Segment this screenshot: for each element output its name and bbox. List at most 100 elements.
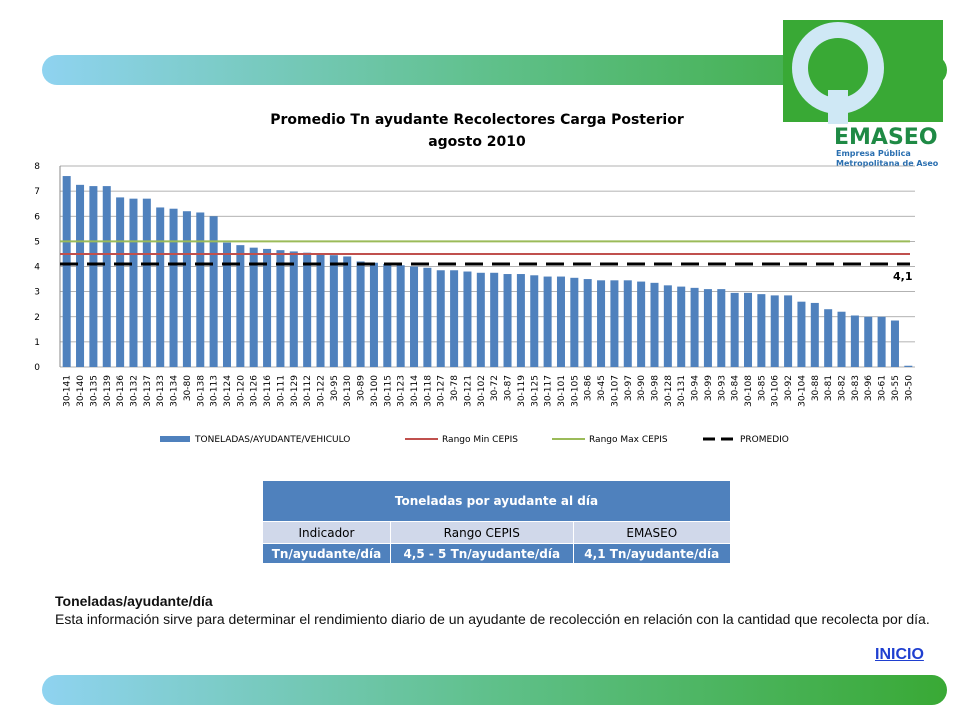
x-tick-label: 30-114 [410, 375, 420, 407]
bar [303, 252, 312, 367]
bar [383, 263, 392, 367]
bar [784, 295, 793, 367]
bar [410, 266, 419, 367]
bar [597, 280, 606, 367]
x-tick-label: 30-112 [303, 375, 313, 407]
bar [770, 295, 779, 367]
bar [703, 289, 712, 367]
x-tick-label: 30-101 [557, 375, 567, 407]
bar [196, 212, 205, 367]
table-cell: Tn/ayudante/día [262, 543, 391, 564]
bar [343, 256, 352, 367]
x-tick-label: 30-81 [824, 375, 834, 401]
table-cell: 4,1 Tn/ayudante/día [572, 543, 732, 564]
x-tick-label: 30-108 [744, 375, 754, 407]
bar [142, 198, 151, 367]
x-tick-label: 30-99 [704, 375, 714, 401]
x-tick-label: 30-102 [477, 375, 487, 407]
bar [730, 292, 739, 367]
bar [677, 286, 686, 367]
y-tick-label: 6 [34, 212, 40, 222]
bar [530, 275, 539, 367]
bar [543, 276, 552, 367]
x-tick-label: 30-72 [490, 375, 500, 401]
x-tick-label: 30-84 [731, 375, 741, 401]
bar [169, 208, 178, 367]
y-tick-label: 1 [34, 338, 40, 348]
x-tick-label: 30-127 [437, 375, 447, 407]
legend-label: TONELADAS/AYUDANTE/VEHICULO [194, 435, 350, 445]
x-tick-label: 30-87 [504, 375, 514, 401]
bar [450, 270, 459, 367]
bar [744, 292, 753, 367]
bar [850, 315, 859, 367]
x-tick-label: 30-120 [236, 375, 246, 407]
x-tick-label: 30-118 [423, 375, 433, 407]
x-tick-label: 30-98 [650, 375, 660, 401]
bar [62, 176, 71, 367]
table-header: Rango CEPIS [389, 521, 574, 544]
y-tick-label: 4 [34, 263, 40, 273]
x-tick-label: 30-113 [210, 375, 220, 407]
x-tick-label: 30-85 [757, 375, 767, 401]
bar [904, 365, 913, 367]
x-tick-label: 30-122 [317, 375, 327, 407]
table-cell: 4,5 - 5 Tn/ayudante/día [389, 543, 574, 564]
bar [757, 294, 766, 367]
bar [182, 211, 191, 367]
chart-subtitle: agosto 2010 [428, 134, 526, 150]
y-tick-label: 7 [34, 187, 40, 197]
bar [209, 216, 218, 367]
bar [717, 289, 726, 367]
table-header: Indicador [262, 521, 391, 544]
bar [249, 247, 258, 367]
bar [316, 253, 325, 367]
x-tick-label: 30-50 [904, 375, 914, 401]
x-tick-label: 30-95 [330, 375, 340, 401]
bar [583, 279, 592, 367]
y-tick-label: 5 [34, 237, 40, 247]
x-tick-label: 30-126 [250, 375, 260, 407]
bar [824, 309, 833, 367]
bar [623, 280, 632, 367]
x-tick-label: 30-119 [517, 375, 527, 407]
inicio-link[interactable]: INICIO [875, 646, 924, 663]
x-tick-label: 30-131 [677, 375, 687, 407]
x-tick-label: 30-78 [450, 375, 460, 401]
bar [222, 242, 231, 367]
bar [610, 280, 619, 367]
bar [329, 255, 338, 367]
summary-table: Toneladas por ayudante al día Indicador … [262, 480, 732, 564]
x-tick-label: 30-97 [624, 375, 634, 401]
bar [463, 271, 472, 367]
y-tick-label: 2 [34, 313, 40, 323]
x-tick-label: 30-45 [597, 375, 607, 401]
x-tick-label: 30-80 [183, 375, 193, 401]
bar [837, 311, 846, 367]
bar [556, 276, 565, 367]
bar [690, 287, 699, 367]
bar [890, 320, 899, 367]
x-tick-label: 30-96 [864, 375, 874, 401]
x-tick-label: 30-104 [797, 375, 807, 407]
x-tick-label: 30-135 [89, 375, 99, 407]
x-tick-label: 30-125 [530, 375, 540, 407]
x-tick-label: 30-55 [891, 375, 901, 401]
x-tick-label: 30-82 [838, 375, 848, 401]
x-tick-label: 30-116 [263, 375, 273, 407]
logo-line2: Metropolitana de Aseo [836, 159, 939, 168]
legend-label: PROMEDIO [740, 435, 789, 445]
x-tick-label: 30-92 [784, 375, 794, 401]
bar [289, 251, 298, 367]
bar [490, 272, 499, 367]
bar [236, 245, 245, 367]
table-header: EMASEO [572, 521, 732, 544]
x-tick-label: 30-94 [691, 375, 701, 401]
x-tick-label: 30-123 [397, 375, 407, 407]
x-tick-label: 30-129 [290, 375, 300, 407]
x-tick-label: 30-105 [570, 375, 580, 407]
bar [129, 198, 138, 367]
bar [356, 261, 365, 367]
legend-label: Rango Max CEPIS [589, 435, 668, 445]
x-tick-label: 30-86 [584, 375, 594, 401]
